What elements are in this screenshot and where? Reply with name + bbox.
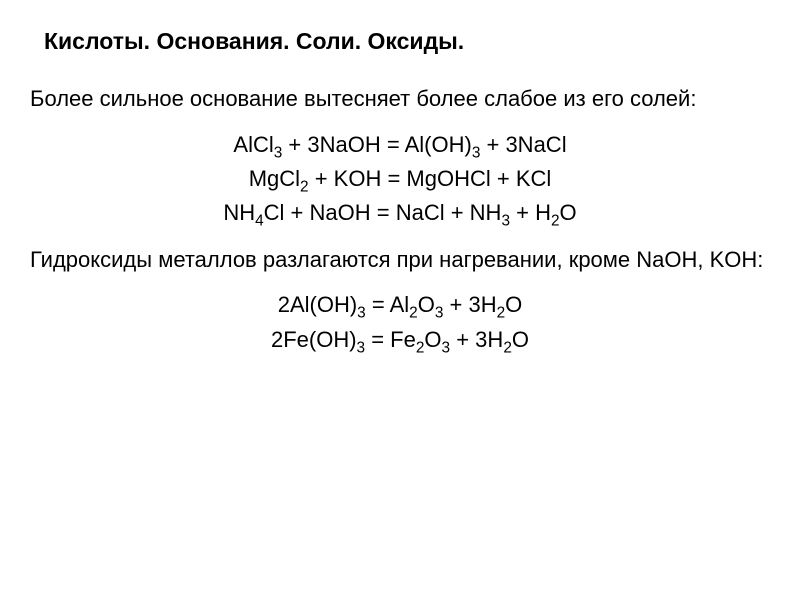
equation: AlCl3 + 3NaOH = Al(OH)3 + 3NaCl — [30, 128, 770, 162]
equation: MgCl2 + KOH = MgOHCl + KCl — [30, 162, 770, 196]
section2-equations: 2Al(OH)3 = Al2O3 + 3H2O 2Fe(OH)3 = Fe2O3… — [30, 288, 770, 356]
section1-equations: AlCl3 + 3NaOH = Al(OH)3 + 3NaCl MgCl2 + … — [30, 128, 770, 230]
section1-text: Более сильное основание вытесняет более … — [30, 85, 770, 114]
equation: NH4Cl + NaOH = NaCl + NH3 + H2O — [30, 196, 770, 230]
equation: 2Fe(OH)3 = Fe2O3 + 3H2O — [30, 323, 770, 357]
equation: 2Al(OH)3 = Al2O3 + 3H2O — [30, 288, 770, 322]
section2-text: Гидроксиды металлов разлагаются при нагр… — [30, 246, 770, 275]
slide-title: Кислоты. Основания. Соли. Оксиды. — [30, 28, 770, 55]
